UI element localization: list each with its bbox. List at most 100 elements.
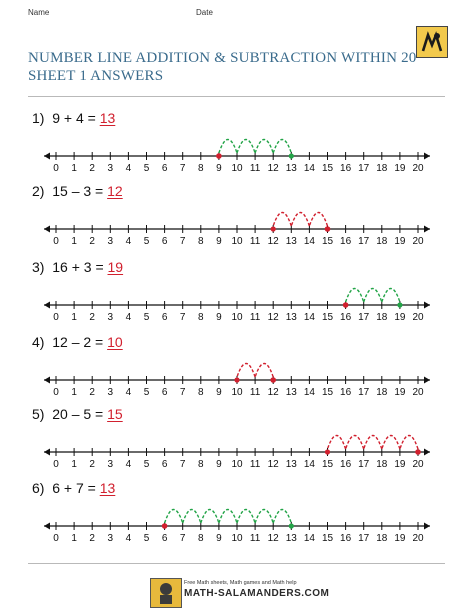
right-arrow-icon	[424, 376, 430, 384]
jump-arc	[381, 434, 401, 450]
tick-label: 15	[322, 236, 334, 247]
end-point	[324, 449, 331, 455]
jump-arc	[236, 138, 256, 154]
jump-arc	[272, 138, 292, 154]
tick-label: 13	[286, 163, 298, 174]
tick-label: 11	[250, 459, 261, 470]
tick-label: 2	[89, 236, 95, 247]
jump-arc	[218, 138, 238, 154]
tick-label: 0	[53, 163, 59, 174]
tick-label: 10	[231, 459, 243, 470]
tick-label: 0	[53, 533, 59, 544]
problem-answer: 19	[107, 259, 124, 275]
problem-expression: 20 – 5 =	[52, 406, 104, 422]
tick-label: 17	[358, 533, 370, 544]
tick-label: 14	[304, 163, 316, 174]
tick-label: 13	[286, 533, 298, 544]
tick-label: 13	[286, 459, 298, 470]
tick-label: 9	[216, 533, 222, 544]
number-line: 0 1 2 3 4 5 6 7 8 9 10 11 12 13 14 15 16 17 18 19 20	[44, 508, 430, 544]
tick-label: 16	[340, 533, 352, 544]
footer-site[interactable]: MATH-SALAMANDERS.COM	[184, 588, 330, 599]
tick-label: 14	[304, 533, 316, 544]
tick-label: 20	[412, 236, 424, 247]
tick-label: 18	[376, 236, 388, 247]
tick-label: 11	[250, 236, 261, 247]
tick-label: 17	[358, 459, 370, 470]
tick-label: 1	[71, 533, 77, 544]
tick-label: 20	[412, 163, 424, 174]
tick-label: 18	[376, 387, 388, 398]
tick-label: 6	[162, 163, 168, 174]
tick-label: 2	[89, 387, 95, 398]
start-point	[216, 153, 222, 159]
tick-label: 17	[358, 387, 370, 398]
tick-label: 0	[53, 459, 59, 470]
problem-answer: 13	[99, 110, 116, 126]
problem-number: 4)	[32, 334, 45, 350]
tick-label: 12	[268, 312, 280, 323]
tick-label: 8	[198, 387, 204, 398]
tick-label: 14	[304, 312, 316, 323]
problem-expression: 6 + 7 =	[52, 480, 96, 496]
right-arrow-icon	[424, 225, 430, 233]
tick-label: 6	[162, 533, 168, 544]
tick-label: 3	[108, 533, 114, 544]
tick-label: 18	[376, 459, 388, 470]
number-line: 0 1 2 3 4 5 6 7 8 9 10 11 12 13 14 15 16 17 18 19 20	[44, 362, 430, 398]
problem-text: 4) 12 – 2 = 10	[32, 334, 123, 350]
tick-label: 13	[286, 312, 298, 323]
problem-text: 5) 20 – 5 = 15	[32, 406, 123, 422]
tick-label: 19	[394, 387, 406, 398]
tick-label: 17	[358, 236, 370, 247]
tick-label: 11	[250, 312, 261, 323]
problem-1: 1) 9 + 4 = 13 0 1 2 3 4 5 6 7 8 9 10 11 12 13 14 15 16 17 1…	[0, 110, 474, 174]
tick-label: 1	[71, 387, 77, 398]
tick-label: 18	[376, 163, 388, 174]
tick-label: 8	[198, 236, 204, 247]
tick-label: 3	[108, 387, 114, 398]
right-arrow-icon	[424, 448, 430, 456]
tick-label: 15	[322, 312, 334, 323]
jump-arc	[308, 211, 329, 227]
start-point	[415, 449, 421, 455]
problem-6: 6) 6 + 7 = 13 0 1 2 3 4 5 6 7 8 9 10 11 12 13 14 15 16 17 1…	[0, 480, 474, 544]
tick-label: 19	[394, 163, 406, 174]
start-point	[342, 302, 349, 308]
left-arrow-icon	[44, 225, 50, 233]
problem-3: 3) 16 + 3 = 19 0 1 2 3 4 5 6 7 8 9 10 11 12 13 14 15 16 17…	[0, 259, 474, 323]
page-subtitle: SHEET 1 ANSWERS	[28, 68, 164, 84]
number-line: 0 1 2 3 4 5 6 7 8 9 10 11 12 13 14 15 16 17 18 19 20	[44, 287, 430, 323]
tick-label: 7	[180, 312, 186, 323]
tick-label: 18	[376, 533, 388, 544]
problem-number: 6)	[32, 480, 45, 496]
tick-label: 5	[144, 459, 150, 470]
tick-label: 6	[162, 459, 168, 470]
jump-arc	[218, 508, 238, 524]
tick-label: 14	[304, 387, 316, 398]
left-arrow-icon	[44, 301, 50, 309]
tick-label: 9	[216, 236, 222, 247]
tick-label: 18	[376, 312, 388, 323]
right-arrow-icon	[424, 301, 430, 309]
tick-label: 14	[304, 459, 316, 470]
tick-label: 19	[394, 459, 406, 470]
tick-label: 3	[108, 312, 114, 323]
problem-number: 2)	[32, 183, 45, 199]
footer-divider	[28, 563, 445, 564]
jump-arc	[182, 508, 202, 524]
problem-5: 5) 20 – 5 = 15 0 1 2 3 4 5 6 7 8 9 10 11 12 13 14 15 16 17…	[0, 406, 474, 470]
tick-label: 20	[412, 459, 424, 470]
problem-expression: 16 + 3 =	[52, 259, 104, 275]
tick-label: 9	[216, 163, 222, 174]
tick-label: 9	[216, 312, 222, 323]
problem-2: 2) 15 – 3 = 12 0 1 2 3 4 5 6 7 8 9 10 11 12 13 14 15 16 17…	[0, 183, 474, 247]
tick-label: 19	[394, 312, 406, 323]
tick-label: 7	[180, 533, 186, 544]
left-arrow-icon	[44, 448, 50, 456]
end-point	[234, 377, 240, 383]
jump-arc	[381, 287, 401, 303]
page-title: NUMBER LINE ADDITION & SUBTRACTION WITHI…	[28, 50, 417, 66]
tick-label: 4	[126, 533, 132, 544]
